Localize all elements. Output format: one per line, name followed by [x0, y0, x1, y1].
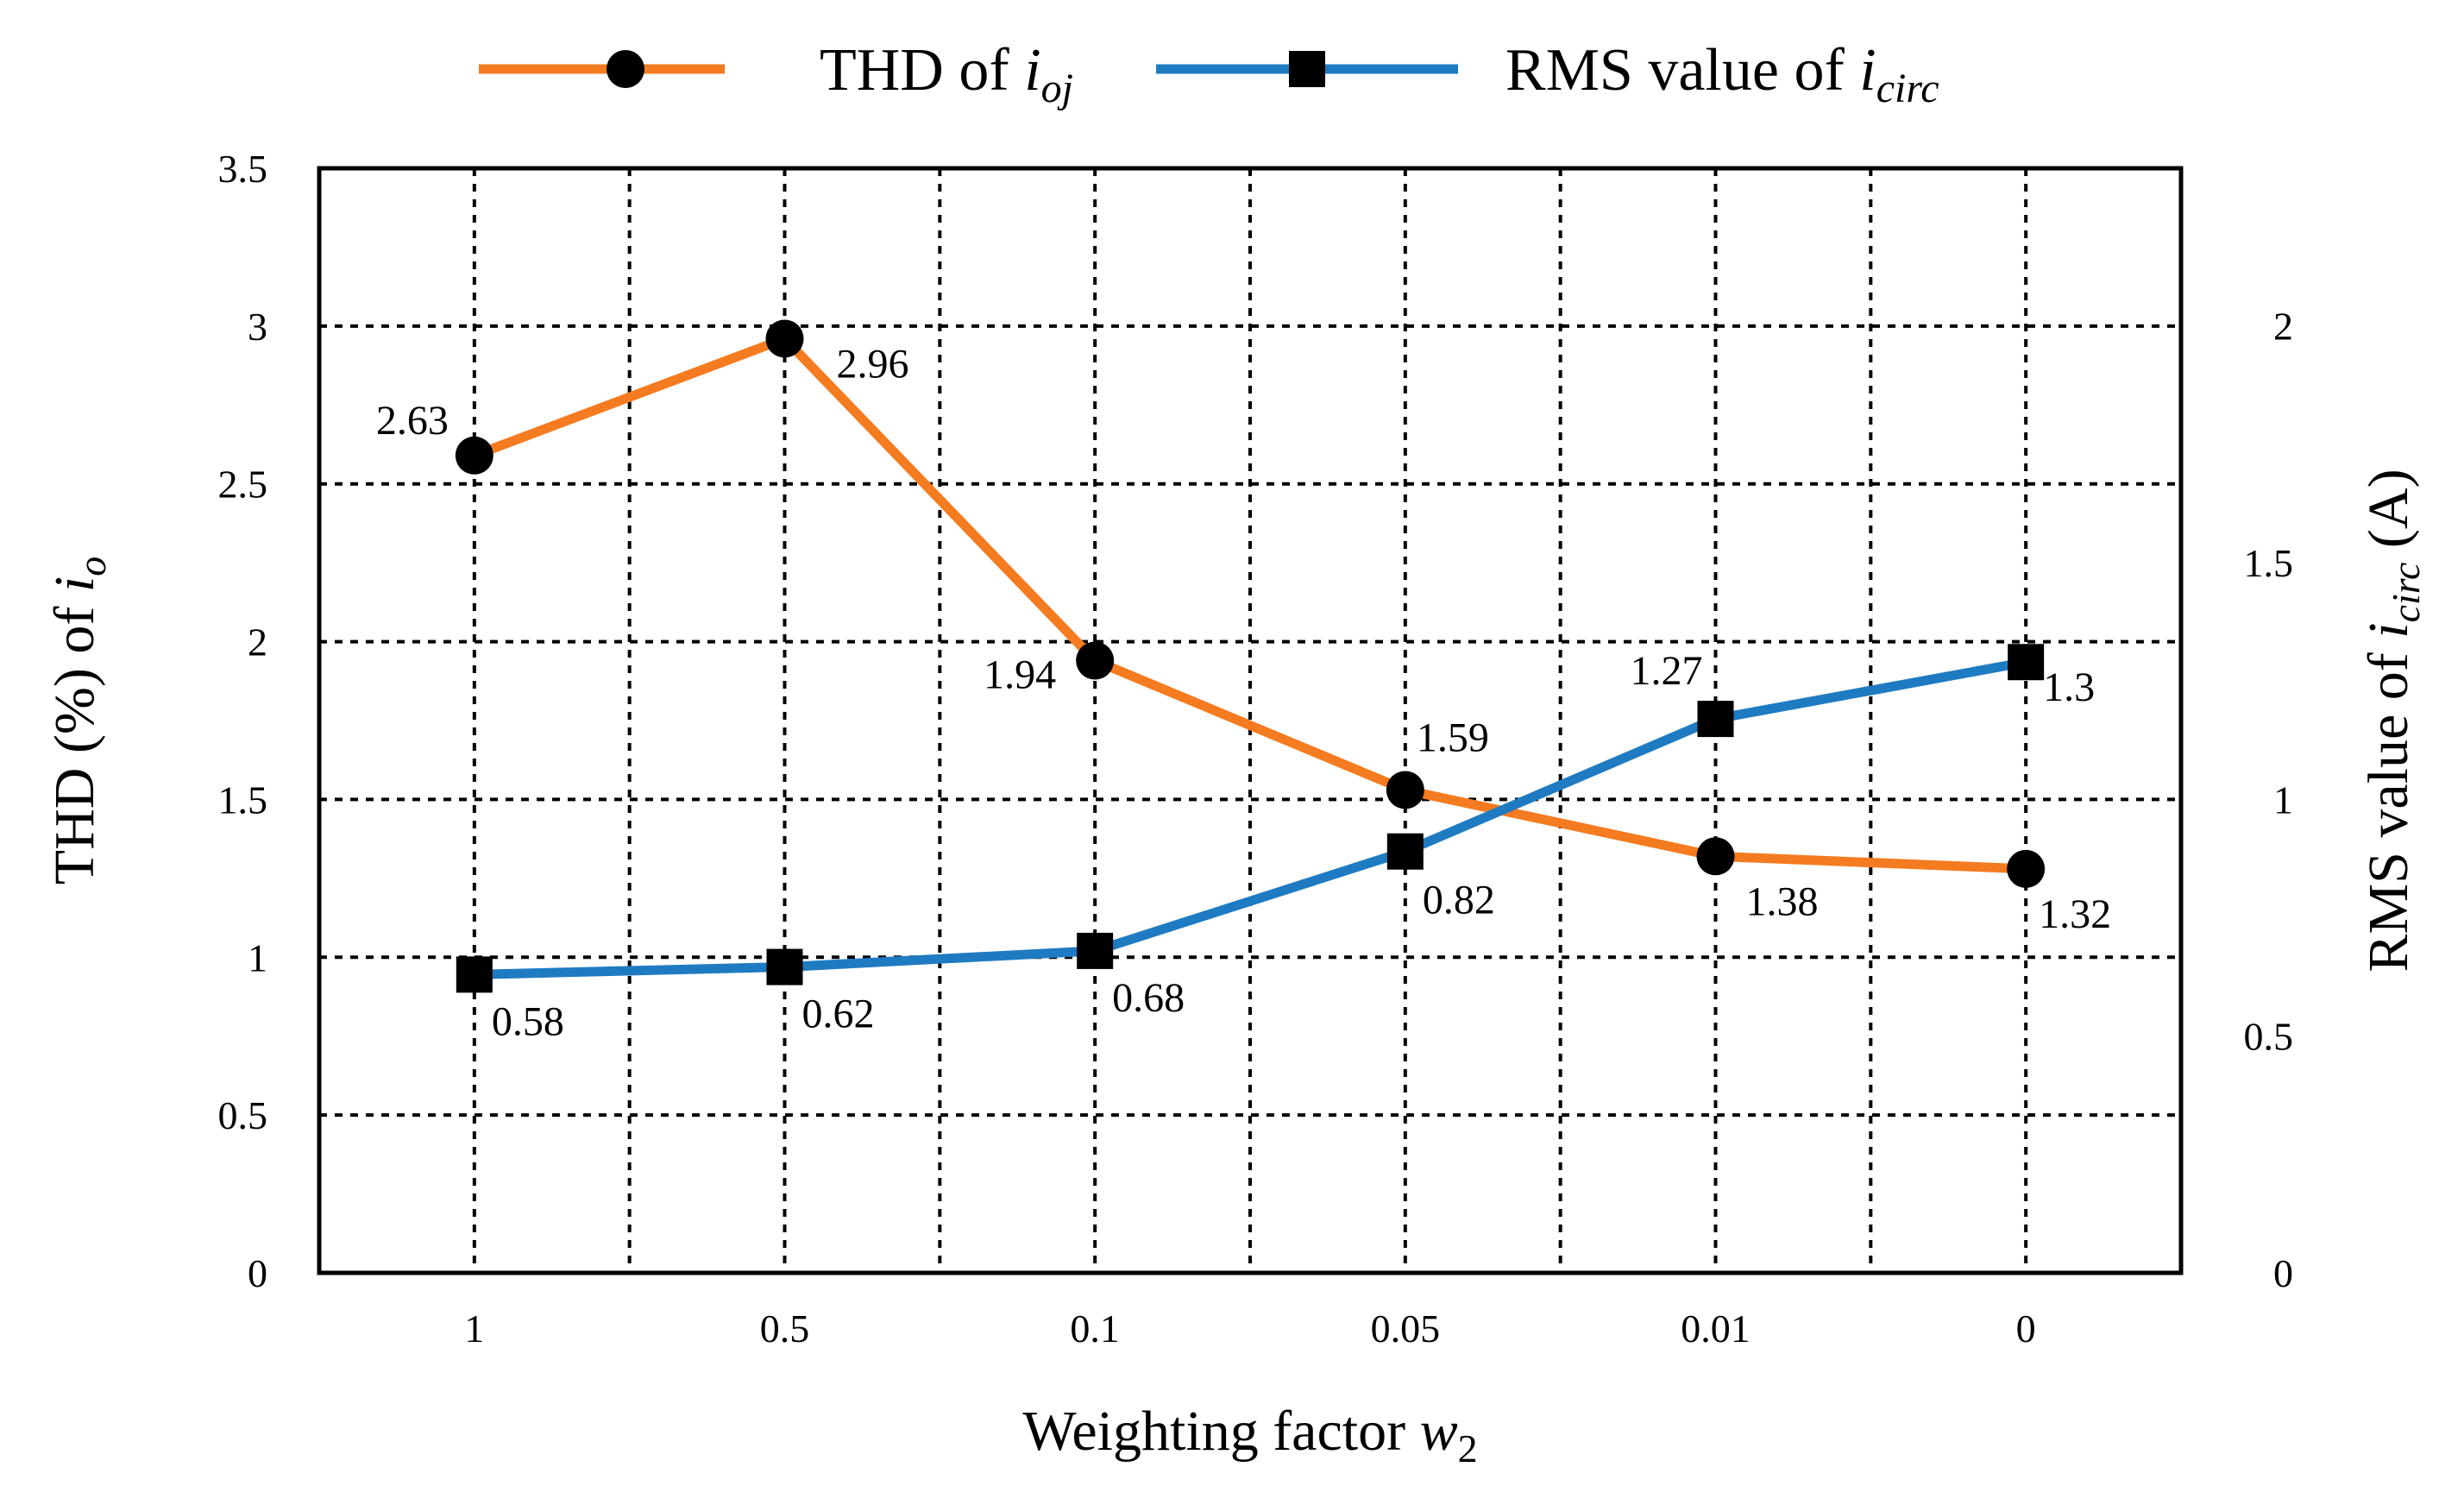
x-tick-label: 0.05 — [1371, 1307, 1441, 1351]
plot-frame — [317, 166, 2184, 1275]
left-tick-label: 2.5 — [218, 463, 268, 507]
rms-point — [766, 948, 803, 985]
x-tick-label: 0.01 — [1681, 1307, 1751, 1351]
rms-point — [1697, 701, 1734, 738]
x-tick-label: 1 — [464, 1307, 484, 1351]
thd-point — [765, 319, 804, 358]
rms-point — [1077, 932, 1114, 969]
left-tick-label: 1.5 — [218, 778, 268, 822]
thd-data-label: 1.94 — [984, 652, 1056, 698]
x-tick-label: 0 — [2016, 1307, 2036, 1351]
thd-data-label: 1.59 — [1417, 715, 1489, 760]
rms-point — [1386, 833, 1424, 870]
left-tick-label: 0 — [248, 1251, 267, 1295]
thd-point — [455, 436, 493, 475]
legend-circle-marker — [607, 50, 644, 88]
right-axis-ticks: 0 0.5 1 1.5 2 — [2244, 305, 2294, 1295]
thd-data-label: 2.63 — [376, 398, 449, 444]
x-axis-title: Weighting factor w2 — [1022, 1400, 1477, 1470]
x-tick-label: 0.1 — [1070, 1307, 1120, 1351]
left-tick-label: 0.5 — [218, 1093, 268, 1137]
rms-data-label: 0.58 — [492, 998, 564, 1044]
right-tick-label: 1 — [2273, 778, 2293, 822]
thd-point — [2007, 849, 2046, 888]
rms-point — [456, 956, 493, 993]
x-tick-label: 0.5 — [760, 1307, 810, 1351]
left-tick-label: 2 — [248, 620, 267, 664]
legend-label: RMS value of icirc — [1505, 37, 1939, 111]
rms-data-label: 0.62 — [802, 992, 875, 1037]
right-y-axis-title: RMS value of icirc (A) — [2357, 469, 2428, 972]
x-axis-ticks: 1 0.5 0.1 0.05 0.01 0 — [464, 1307, 2035, 1351]
thd-data-label: 1.32 — [2039, 891, 2111, 937]
left-tick-label: 3.5 — [218, 147, 268, 191]
thd-point — [1696, 837, 1735, 876]
data-labels: 2.63 2.96 1.94 1.59 1.38 1.32 0.58 0.62 0.68 0.82… — [376, 341, 2111, 1044]
rms-data-label: 1.27 — [1631, 648, 1703, 694]
rms-data-label: 0.82 — [1423, 878, 1495, 923]
grid — [319, 168, 2181, 1273]
left-y-axis-title: THD (%) of io — [43, 557, 114, 885]
left-axis-ticks: 0 0.5 1 1.5 2 2.5 3 3.5 — [218, 147, 268, 1295]
thd-point — [1076, 641, 1115, 680]
rms-point — [2008, 644, 2045, 681]
series-line-1 — [472, 333, 2027, 874]
thd-data-label: 2.96 — [837, 341, 909, 387]
left-tick-label: 3 — [248, 305, 267, 349]
right-tick-label: 0 — [2273, 1251, 2293, 1295]
thd-point — [1386, 771, 1424, 809]
thd-data-label: 1.38 — [1746, 878, 1819, 924]
right-tick-label: 1.5 — [2244, 541, 2294, 585]
series-layer — [455, 319, 2046, 993]
series-line-2 — [474, 657, 2027, 979]
right-tick-label: 0.5 — [2244, 1015, 2294, 1059]
legend: THD of ioj RMS value of icirc — [479, 37, 1939, 111]
legend-label: THD of ioj — [820, 37, 1073, 111]
left-tick-label: 1 — [248, 935, 267, 979]
legend-square-marker — [1289, 51, 1325, 87]
rms-data-label: 1.3 — [2043, 664, 2095, 710]
rms-data-label: 0.68 — [1112, 975, 1185, 1021]
right-tick-label: 2 — [2273, 305, 2293, 349]
